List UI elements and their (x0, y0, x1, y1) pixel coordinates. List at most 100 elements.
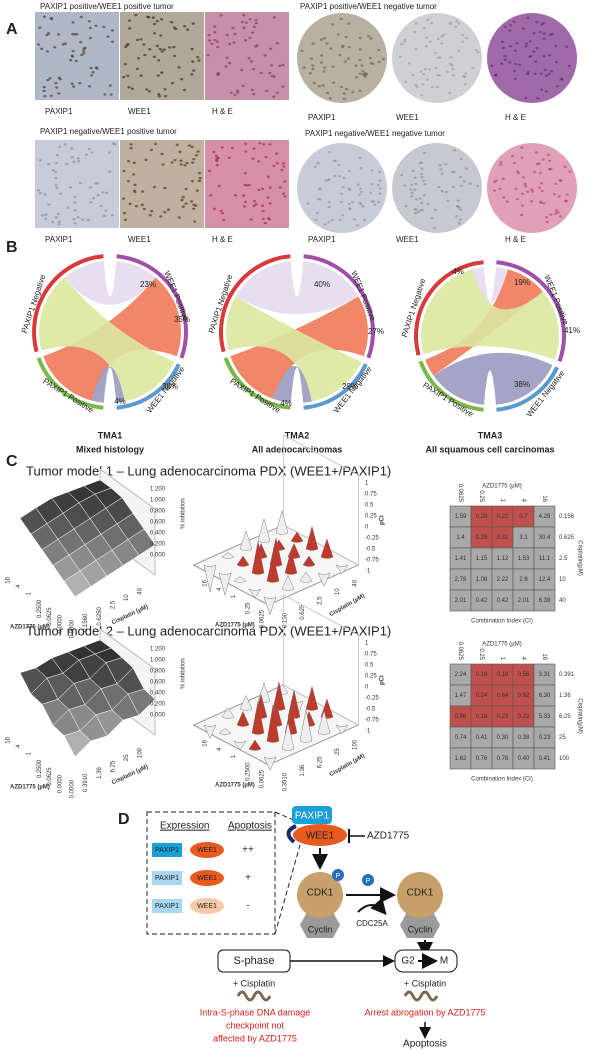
cone (257, 517, 271, 543)
cell (337, 174, 341, 178)
tick-label: 0.600 (150, 520, 166, 526)
cell (513, 77, 518, 81)
cell (102, 214, 106, 218)
percent-label: 4% (452, 267, 464, 276)
cell-value: 6.38 (539, 598, 551, 604)
cell-value: 4.29 (539, 514, 551, 520)
node-label: CDK1 (307, 888, 334, 899)
cell (424, 44, 428, 48)
cell (190, 47, 194, 51)
cell (268, 186, 272, 189)
cell (319, 38, 323, 41)
cell (513, 49, 518, 52)
cell-value: 3.1 (519, 535, 528, 541)
cell (216, 45, 220, 49)
cell (179, 77, 184, 81)
cell (309, 57, 313, 60)
cell (420, 94, 424, 97)
cone (251, 701, 265, 735)
cell (508, 23, 513, 27)
cell (49, 16, 53, 20)
cell (545, 220, 549, 224)
tick-label: 100 (138, 747, 144, 758)
cell (142, 43, 146, 46)
tick-label: 0.0000 (70, 619, 76, 638)
cell (191, 22, 195, 25)
cone (218, 728, 232, 735)
cell (54, 216, 58, 219)
cone (263, 596, 277, 616)
cell (53, 46, 57, 49)
cell (453, 25, 458, 28)
percent-label: 35% (174, 315, 190, 324)
model-title: Tumor model 1 – Lung adenocarcinoma PDX … (26, 463, 391, 478)
cell (403, 184, 407, 187)
cell (59, 192, 63, 195)
apoptosis-level: + (245, 873, 251, 884)
cell (414, 83, 418, 87)
cell (160, 71, 164, 74)
tick-label: 1 (231, 594, 237, 598)
tick-label: -0.75 (365, 718, 379, 724)
cell (38, 159, 42, 162)
cell (354, 76, 359, 79)
inhibitor-label: AZD1775 (367, 831, 410, 842)
cell (266, 217, 271, 220)
stain-label: H & E (505, 113, 526, 122)
ribbon (38, 277, 175, 402)
cell (354, 64, 358, 68)
row-label: 0.625 (559, 535, 575, 541)
cell (440, 42, 444, 45)
connector (274, 844, 301, 935)
cell-value: 0.24 (476, 693, 488, 699)
cone (317, 572, 331, 587)
cell (210, 42, 214, 46)
cell (539, 182, 544, 185)
ribbon (225, 296, 362, 402)
cell (72, 160, 76, 164)
cell (43, 95, 47, 98)
cone (203, 564, 217, 593)
cell (320, 54, 324, 57)
cell (565, 193, 569, 196)
cell (278, 186, 282, 189)
cell (373, 203, 377, 206)
cell (508, 61, 512, 64)
node-label: Apoptosis (403, 1039, 447, 1050)
cell (76, 157, 80, 160)
cell (193, 220, 197, 223)
cell (88, 36, 93, 40)
cell (89, 201, 93, 204)
cone (335, 724, 349, 735)
cell (430, 216, 434, 220)
cell (404, 204, 408, 208)
stain-label: WEE1 (396, 113, 419, 122)
cell (498, 187, 502, 191)
cell (220, 211, 225, 215)
tick-label: -0.5 (365, 547, 376, 553)
note: Arrest abrogation by AZD1775 (364, 1007, 485, 1017)
cell (433, 51, 438, 55)
cell (240, 68, 244, 72)
row-title: Cisplatin(µM) (576, 540, 582, 575)
s-phase-note: Intra-S-phase DNA damage checkpoint not af… (200, 1007, 311, 1043)
cell (147, 16, 151, 19)
panel-d: D Expression Apoptosis PAXIP1 WEE1 ++PAXIP… (118, 806, 486, 1050)
image (120, 12, 204, 100)
cyclin (300, 912, 340, 938)
cell-value: 0.42 (476, 598, 488, 604)
cell (38, 191, 42, 195)
cell (187, 144, 191, 147)
cdk1-node (297, 872, 343, 918)
tick-label: 40 (138, 587, 144, 594)
cell (523, 96, 528, 100)
cell (213, 38, 217, 42)
cell-value: 2.8 (519, 577, 528, 583)
cell (547, 72, 551, 76)
percent-label: 27% (368, 327, 384, 336)
tick-label: 0.0000 (58, 774, 64, 793)
cell (252, 204, 256, 208)
cell (127, 19, 132, 22)
note: affected by AZD1775 (213, 1033, 297, 1043)
cell-value: 3.31 (539, 672, 551, 678)
